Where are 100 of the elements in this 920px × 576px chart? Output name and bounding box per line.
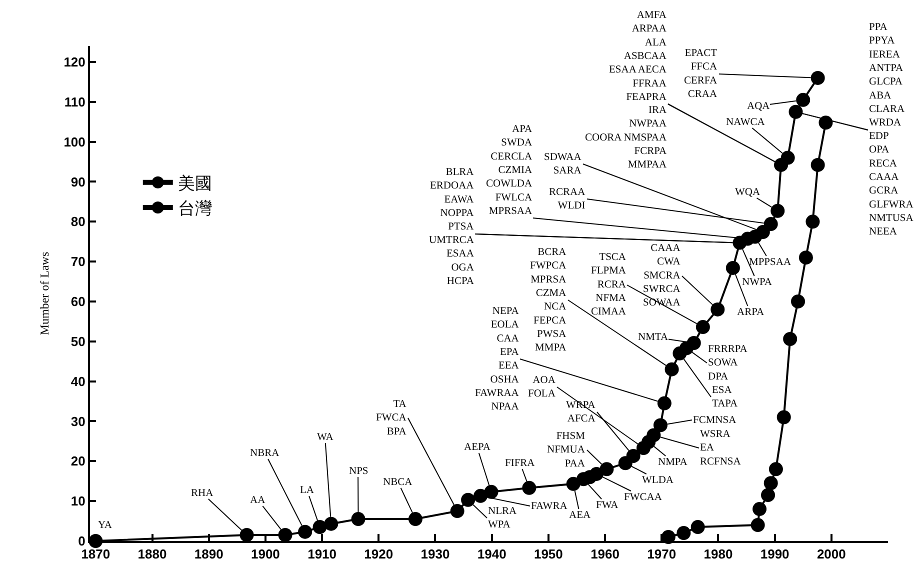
annotation: NEPA EOLA CAA EPA EEA OSHA FAWRAA NPAA: [475, 306, 520, 413]
annotation: WLDA: [642, 475, 674, 486]
point: [484, 484, 498, 499]
annotation: FRRRPA SOWA DPA: [708, 344, 748, 382]
annotation: BCRA FWPCA MPRSA CZMA NCA FEPCA PWSA MMPA: [530, 247, 567, 354]
annotation: AEPA: [464, 442, 491, 453]
point: [788, 104, 803, 119]
annotation: AA: [250, 495, 266, 506]
point: [750, 518, 765, 532]
annotation: AMFA ARPAA ALA ASBCAA ESAA AECA FFRAA FEAPRA: [609, 10, 667, 103]
annotation: NLRA WPA: [488, 506, 517, 531]
x-tick-label: 1900: [250, 546, 280, 562]
point: [796, 92, 810, 107]
y-tick-label: 30: [70, 414, 86, 429]
annotation: NMTA: [638, 332, 668, 343]
x-tick-label: 1930: [420, 546, 450, 562]
point: [776, 410, 791, 424]
annotation: FIFRA: [505, 458, 536, 469]
x-tick-label: 1880: [138, 546, 167, 562]
y-tick-label: 110: [64, 94, 86, 110]
annotation: ARPA: [737, 307, 764, 318]
point: [780, 150, 795, 165]
annotation: NPS: [349, 466, 368, 477]
x-tick-label: 1910: [308, 546, 336, 562]
x-tick-label: 1940: [477, 546, 506, 562]
annotation: FAWRA: [531, 501, 568, 512]
y-tick-label: 80: [70, 214, 86, 230]
annotation: APA SWDA CERCLA CZMIA COWLDA FWLCA MPRSAA: [486, 124, 532, 217]
annotation: TSCA FLPMA RCRA NFMA CIMAA: [591, 252, 626, 318]
annotation: RHA: [191, 488, 214, 499]
annotation: FWCAA: [624, 492, 662, 503]
point: [278, 528, 292, 542]
x-tick-label: 1950: [534, 546, 563, 562]
point: [600, 462, 614, 476]
point: [726, 260, 740, 275]
y-tick-label: 120: [64, 54, 86, 70]
x-tick-label: 1890: [194, 546, 224, 562]
annotation: RCRAA WLDI: [549, 187, 586, 212]
y-tick-label: 60: [70, 294, 86, 310]
annotation: FHSM NFMUA PAA: [547, 431, 586, 470]
point: [522, 480, 536, 495]
y-tick-label: 100: [64, 134, 86, 150]
annotation: BLRA ERDOAA EAWA NOPPA PTSA: [430, 167, 474, 233]
x-tick-label: 1980: [704, 546, 733, 562]
point: [351, 512, 366, 526]
y-tick-label: 20: [70, 454, 86, 469]
point: [810, 158, 825, 172]
point: [240, 528, 254, 542]
annotation: FCMNSA: [693, 415, 737, 426]
legend-label: 美國: [178, 174, 212, 194]
x-tick-label: 1920: [364, 546, 394, 562]
legend-label: 台灣: [178, 199, 212, 220]
x-tick-label: 1870: [81, 546, 110, 562]
point: [768, 462, 783, 476]
point: [450, 504, 464, 518]
y-tick-label: 10: [70, 494, 86, 509]
annotation: EDP OPA RECA CAAA GCRA GLFWRA NMTUSA NEEA: [869, 131, 914, 238]
point: [761, 488, 776, 502]
point: [752, 502, 767, 516]
x-tick-label: 1990: [760, 546, 790, 562]
annotation: NAWCA: [726, 117, 766, 128]
point: [783, 332, 798, 346]
point: [791, 294, 806, 308]
x-tick-label: 2000: [816, 546, 846, 562]
point: [664, 362, 679, 376]
point: [770, 204, 785, 218]
point: [626, 448, 640, 463]
x-tick-label: 1960: [590, 546, 620, 562]
point: [408, 512, 422, 526]
annotation: YA: [98, 520, 112, 531]
point: [818, 116, 833, 130]
point: [590, 466, 604, 481]
point: [298, 524, 312, 539]
annotation: SDWAA SARA: [544, 152, 582, 177]
point: [806, 214, 820, 229]
annotation: LA: [300, 485, 314, 496]
annotation: WA: [317, 432, 334, 443]
annotation: NBCA: [383, 477, 413, 488]
annotation: NBRA: [250, 448, 280, 459]
point: [324, 516, 338, 531]
annotation: TA FWCA BPA: [376, 399, 407, 438]
point: [312, 520, 327, 534]
point: [686, 336, 701, 350]
annotation: NWPA: [742, 277, 772, 288]
y-tick-label: 50: [70, 334, 86, 349]
annotation: UMTRCA ESAA OGA HCPA: [429, 235, 474, 287]
y-tick-label: 70: [70, 254, 86, 270]
annotation: FWA: [596, 500, 619, 511]
x-tick-label: 1970: [647, 546, 676, 562]
point: [690, 520, 705, 534]
point: [653, 418, 668, 432]
annotation: PPA PPYA IEREA ANTPA GLCPA ABA CLARA WRDA: [869, 22, 906, 129]
point: [710, 302, 725, 316]
point: [461, 492, 476, 507]
annotation: WQA: [735, 187, 760, 198]
annotation: IRA NWPAA COORA NMSPAA FCRPA MMPAA: [585, 105, 668, 171]
point: [676, 526, 691, 540]
annotation: MPPSAA: [749, 257, 792, 268]
y-tick-label: 90: [70, 174, 86, 190]
annotation: WSRA EA RCFNSA: [700, 429, 742, 468]
